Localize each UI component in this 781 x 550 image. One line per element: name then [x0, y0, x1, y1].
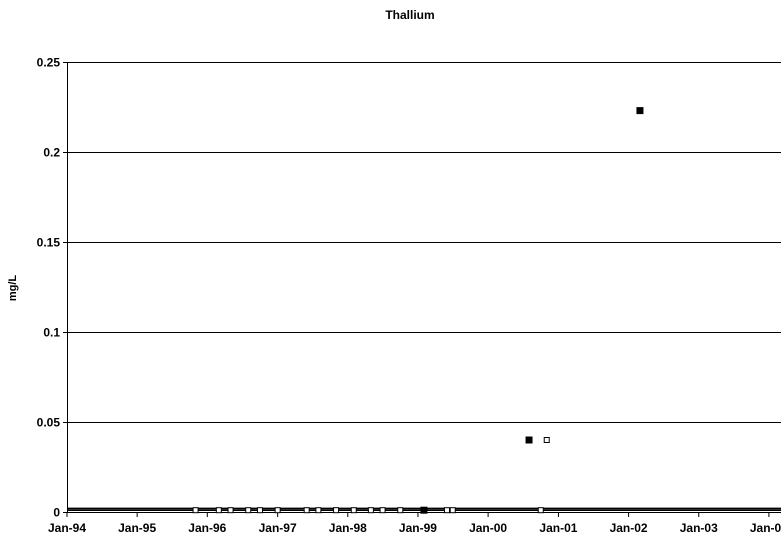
y-tick-labels: 0 0.05 0.1 0.15 0.2 0.25 [37, 56, 67, 520]
data-point-open-14 [449, 507, 456, 514]
y-tick-label-0: 0 [53, 506, 60, 520]
data-point-open-7 [315, 507, 322, 514]
x-tick-label-7: Jan-01 [539, 521, 577, 535]
x-tick-label-0: Jan-94 [48, 521, 86, 535]
x-tick-label-2: Jan-96 [188, 521, 226, 535]
data-point-filled-2 [636, 107, 644, 115]
y-tick-label-4: 0.2 [43, 146, 60, 160]
data-point-open-6 [303, 507, 310, 514]
chart-title: Thallium [385, 8, 434, 22]
y-axis-label: mg/L [7, 275, 19, 302]
data-point-open-5 [274, 507, 281, 514]
data-point-open-12 [397, 507, 404, 514]
data-point-open-11 [379, 507, 386, 514]
x-tick-label-3: Jan-97 [259, 521, 297, 535]
y-tick-label-5: 0.25 [37, 56, 61, 70]
x-tick-label-5: Jan-99 [399, 521, 437, 535]
data-point-filled-0 [420, 506, 428, 514]
x-tick-label-6: Jan-00 [469, 521, 507, 535]
gridlines [67, 62, 781, 423]
data-point-open-16 [543, 437, 550, 443]
data-point-filled-1 [525, 436, 533, 444]
y-tick-label-1: 0.05 [37, 416, 61, 430]
x-tick-label-8: Jan-02 [610, 521, 648, 535]
data-point-open-13 [443, 507, 450, 514]
y-tick-label-2: 0.1 [43, 326, 60, 340]
x-tick-label-10: Jan-04 [750, 521, 781, 535]
x-tick-labels: Jan-94 Jan-95 Jan-96 Jan-97 Jan-98 Jan-99 Jan-… [48, 512, 781, 535]
data-point-open-10 [367, 507, 374, 514]
x-tick-label-9: Jan-03 [680, 521, 718, 535]
x-tick-label-4: Jan-98 [329, 521, 367, 535]
data-point-open-4 [256, 507, 263, 514]
x-tick-label-1: Jan-95 [118, 521, 156, 535]
data-points [192, 107, 644, 514]
data-point-open-0 [192, 507, 199, 514]
data-point-open-2 [227, 507, 234, 514]
data-point-open-15 [537, 507, 544, 514]
data-point-open-9 [350, 507, 357, 514]
data-point-open-8 [333, 507, 340, 514]
y-tick-label-3: 0.15 [37, 236, 61, 250]
axes [63, 62, 781, 513]
data-point-open-1 [215, 507, 222, 514]
data-point-open-3 [245, 507, 252, 514]
